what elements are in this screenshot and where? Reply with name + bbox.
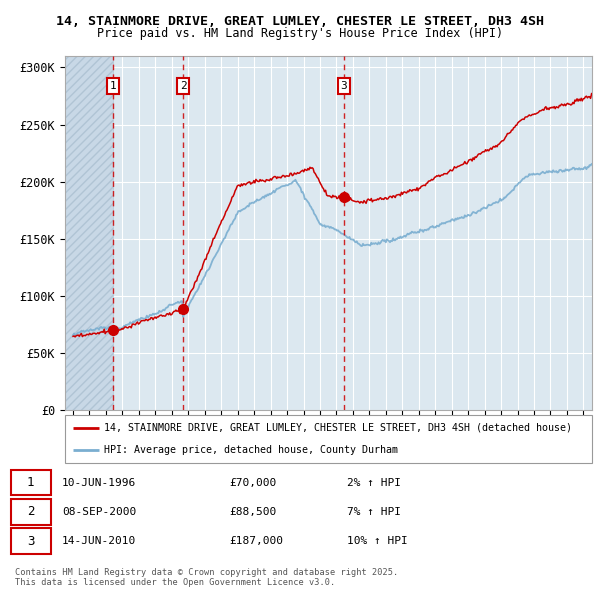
Text: 1: 1 bbox=[110, 81, 116, 91]
Bar bbox=[65, 56, 113, 410]
Text: 14-JUN-2010: 14-JUN-2010 bbox=[62, 536, 136, 546]
FancyBboxPatch shape bbox=[11, 470, 50, 496]
Text: HPI: Average price, detached house, County Durham: HPI: Average price, detached house, Coun… bbox=[104, 445, 398, 455]
FancyBboxPatch shape bbox=[65, 415, 592, 463]
Text: 10% ↑ HPI: 10% ↑ HPI bbox=[347, 536, 408, 546]
Text: £88,500: £88,500 bbox=[229, 507, 277, 517]
Text: 14, STAINMORE DRIVE, GREAT LUMLEY, CHESTER LE STREET, DH3 4SH (detached house): 14, STAINMORE DRIVE, GREAT LUMLEY, CHEST… bbox=[104, 423, 572, 433]
Text: 2% ↑ HPI: 2% ↑ HPI bbox=[347, 477, 401, 487]
Text: 3: 3 bbox=[340, 81, 347, 91]
Text: 14, STAINMORE DRIVE, GREAT LUMLEY, CHESTER LE STREET, DH3 4SH: 14, STAINMORE DRIVE, GREAT LUMLEY, CHEST… bbox=[56, 15, 544, 28]
Text: 2: 2 bbox=[27, 505, 34, 519]
Text: 2: 2 bbox=[180, 81, 187, 91]
Text: £187,000: £187,000 bbox=[229, 536, 283, 546]
Bar bbox=[65, 56, 113, 410]
Text: 08-SEP-2000: 08-SEP-2000 bbox=[62, 507, 136, 517]
Text: 10-JUN-1996: 10-JUN-1996 bbox=[62, 477, 136, 487]
Text: Contains HM Land Registry data © Crown copyright and database right 2025.: Contains HM Land Registry data © Crown c… bbox=[15, 568, 398, 576]
Text: 7% ↑ HPI: 7% ↑ HPI bbox=[347, 507, 401, 517]
Text: Price paid vs. HM Land Registry's House Price Index (HPI): Price paid vs. HM Land Registry's House … bbox=[97, 27, 503, 40]
FancyBboxPatch shape bbox=[11, 528, 50, 554]
Text: 1: 1 bbox=[27, 476, 34, 489]
Text: £70,000: £70,000 bbox=[229, 477, 277, 487]
Text: This data is licensed under the Open Government Licence v3.0.: This data is licensed under the Open Gov… bbox=[15, 578, 335, 587]
Text: 3: 3 bbox=[27, 535, 34, 548]
FancyBboxPatch shape bbox=[11, 499, 50, 525]
